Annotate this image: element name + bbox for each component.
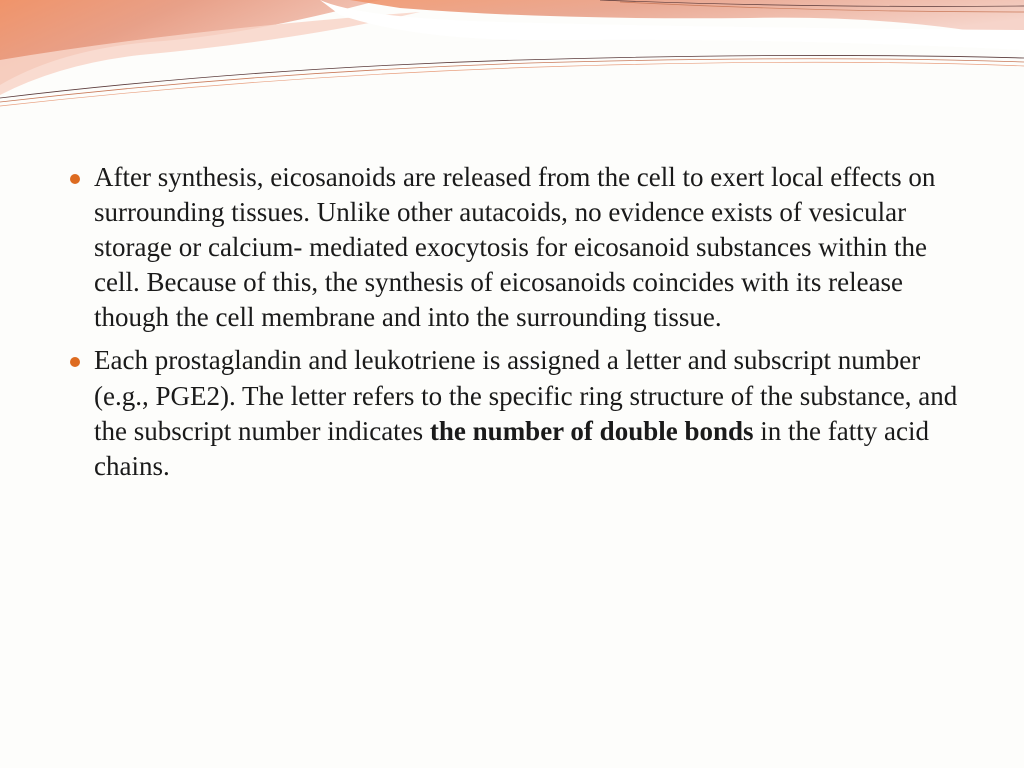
bullet-marker-icon bbox=[70, 174, 80, 184]
header-wave-decoration bbox=[0, 0, 1024, 140]
bullet-text-1: After synthesis, eicosanoids are release… bbox=[94, 160, 964, 335]
slide-content: After synthesis, eicosanoids are release… bbox=[70, 160, 964, 492]
bullet-item: After synthesis, eicosanoids are release… bbox=[70, 160, 964, 335]
bullet-text-2: Each prostaglandin and leukotriene is as… bbox=[94, 343, 964, 483]
bullet-item: Each prostaglandin and leukotriene is as… bbox=[70, 343, 964, 483]
bullet-marker-icon bbox=[70, 357, 80, 367]
